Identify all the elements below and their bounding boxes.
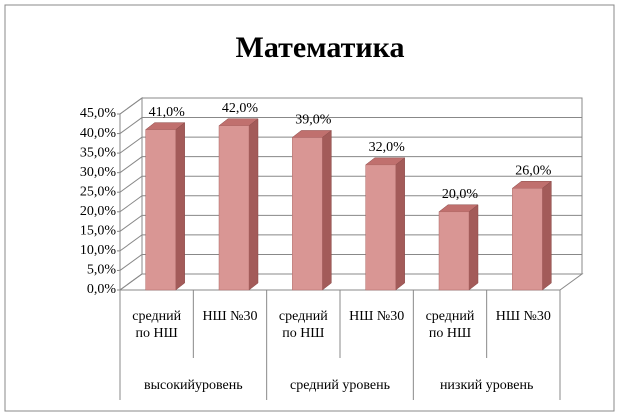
bar: [365, 164, 396, 291]
bar: [438, 211, 470, 291]
grid-line: [119, 156, 582, 174]
bar: [218, 125, 250, 291]
y-tick-label: 40,0%: [80, 126, 117, 141]
y-tick-label: 15,0%: [80, 224, 117, 239]
bar-side: [468, 204, 479, 291]
data-label: 41,0%: [149, 105, 186, 120]
bar-side: [395, 157, 405, 291]
bar-side: [322, 129, 332, 291]
data-label: 26,0%: [515, 164, 552, 179]
bar: [512, 188, 543, 291]
group-label: высокийуровень: [144, 378, 243, 393]
x-tick-label: НШ №30: [349, 309, 405, 324]
x-tick-label: НШ №30: [202, 309, 258, 324]
bar: [292, 137, 323, 291]
side-wall: [119, 97, 143, 291]
x-tick-label: средний по НШ: [425, 309, 475, 341]
grid-line: [119, 136, 582, 154]
grid-line: [119, 214, 582, 232]
bar: [145, 129, 176, 291]
grid-line: [119, 97, 582, 115]
y-tick-label: 25,0%: [80, 184, 117, 199]
grid-line: [119, 273, 582, 291]
grid-line: [119, 195, 582, 213]
y-tick-label: 10,0%: [80, 243, 117, 258]
y-tick-label: 0,0%: [87, 282, 117, 297]
y-tick-label: 35,0%: [80, 145, 117, 160]
y-tick-label: 5,0%: [87, 263, 117, 278]
group-label: средний уровень: [290, 378, 390, 393]
bar-side: [542, 180, 552, 291]
grid-line: [119, 253, 582, 271]
x-tick-label: средний по НШ: [278, 309, 328, 341]
y-tick-label: 20,0%: [80, 204, 117, 219]
group-label: низкий уровень: [439, 378, 534, 393]
grid-line: [119, 234, 582, 252]
data-label: 32,0%: [369, 140, 406, 155]
bar-side: [248, 118, 259, 291]
grid-line: [119, 175, 582, 193]
data-label: 20,0%: [442, 187, 479, 202]
x-tick-label: средний по НШ: [132, 309, 182, 341]
y-tick-label: 30,0%: [80, 165, 117, 180]
y-tick-label: 45,0%: [80, 106, 117, 121]
data-label: 39,0%: [295, 113, 332, 128]
x-tick-label: НШ №30: [495, 309, 551, 324]
chart-title: Математика: [236, 31, 405, 64]
bar-side: [175, 122, 185, 291]
data-label: 42,0%: [222, 101, 259, 116]
grid-line: [119, 117, 582, 134]
